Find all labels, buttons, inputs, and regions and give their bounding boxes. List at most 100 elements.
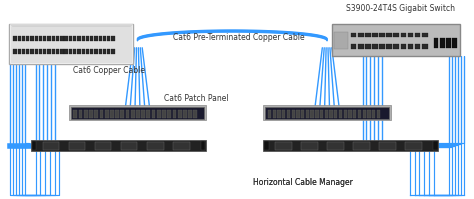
Bar bbox=[47, 36, 51, 41]
Bar bbox=[35, 36, 38, 41]
Bar bbox=[401, 33, 406, 37]
Bar bbox=[408, 33, 413, 37]
Bar bbox=[100, 110, 103, 118]
Bar bbox=[103, 36, 106, 41]
Bar bbox=[47, 49, 51, 54]
Bar bbox=[334, 110, 337, 118]
Bar bbox=[422, 33, 428, 37]
Bar bbox=[94, 49, 98, 54]
Bar bbox=[94, 110, 98, 118]
Bar bbox=[86, 49, 89, 54]
Bar bbox=[264, 141, 269, 150]
Bar bbox=[73, 110, 77, 118]
Bar bbox=[26, 49, 29, 54]
Bar bbox=[147, 142, 164, 150]
Bar bbox=[56, 49, 59, 54]
Bar bbox=[393, 44, 399, 49]
Bar bbox=[52, 36, 55, 41]
Bar bbox=[82, 36, 85, 41]
Bar bbox=[18, 36, 21, 41]
Bar bbox=[327, 142, 344, 150]
Bar bbox=[22, 36, 25, 41]
Bar bbox=[363, 110, 366, 118]
Bar bbox=[30, 36, 34, 41]
Bar bbox=[13, 36, 17, 41]
Bar bbox=[84, 110, 88, 118]
Bar bbox=[90, 36, 93, 41]
Bar bbox=[73, 36, 76, 41]
Bar bbox=[64, 49, 68, 54]
Bar bbox=[115, 110, 119, 118]
Bar bbox=[393, 33, 399, 37]
Bar bbox=[353, 110, 356, 118]
Bar bbox=[433, 141, 438, 150]
Bar bbox=[30, 49, 34, 54]
Bar bbox=[71, 107, 204, 119]
Bar bbox=[86, 36, 89, 41]
Bar bbox=[446, 38, 451, 48]
Bar bbox=[60, 36, 64, 41]
Bar bbox=[77, 49, 81, 54]
Bar bbox=[334, 32, 348, 49]
Bar bbox=[56, 36, 59, 41]
Bar bbox=[43, 49, 46, 54]
Bar bbox=[32, 141, 36, 150]
Bar bbox=[372, 33, 378, 37]
Bar bbox=[126, 110, 129, 118]
Bar bbox=[13, 49, 17, 54]
Bar bbox=[77, 36, 81, 41]
Bar bbox=[69, 49, 72, 54]
Bar bbox=[348, 110, 352, 118]
Bar bbox=[99, 49, 102, 54]
Bar bbox=[10, 24, 132, 63]
Bar bbox=[440, 38, 445, 48]
Bar bbox=[22, 49, 25, 54]
Bar bbox=[377, 110, 380, 118]
Bar bbox=[152, 110, 155, 118]
Bar bbox=[167, 110, 171, 118]
Bar bbox=[173, 110, 176, 118]
Bar bbox=[358, 44, 364, 49]
Bar bbox=[351, 44, 356, 49]
Bar bbox=[301, 110, 304, 118]
Bar bbox=[351, 33, 356, 37]
Bar bbox=[146, 110, 150, 118]
Bar bbox=[292, 110, 295, 118]
Bar bbox=[358, 33, 364, 37]
Bar bbox=[282, 110, 285, 118]
Bar bbox=[111, 49, 115, 54]
Bar bbox=[18, 49, 21, 54]
Bar bbox=[332, 24, 460, 56]
Bar bbox=[110, 110, 114, 118]
Bar bbox=[103, 49, 106, 54]
Bar bbox=[379, 33, 385, 37]
Bar bbox=[275, 142, 292, 150]
Bar bbox=[39, 49, 42, 54]
Text: Horizontal Cable Manager: Horizontal Cable Manager bbox=[254, 178, 353, 187]
Bar bbox=[157, 110, 161, 118]
Text: S3900-24T4S Gigabit Switch: S3900-24T4S Gigabit Switch bbox=[346, 4, 455, 14]
Bar bbox=[408, 44, 413, 49]
Bar bbox=[201, 141, 205, 150]
Bar bbox=[173, 142, 190, 150]
Bar bbox=[52, 49, 55, 54]
Bar bbox=[296, 110, 300, 118]
Bar bbox=[372, 110, 375, 118]
Bar bbox=[415, 44, 420, 49]
Bar bbox=[193, 110, 197, 118]
Bar bbox=[358, 110, 361, 118]
Bar bbox=[365, 33, 371, 37]
Bar bbox=[183, 110, 187, 118]
Bar bbox=[64, 36, 68, 41]
Bar bbox=[379, 142, 396, 150]
Text: Cat6 Copper Cable: Cat6 Copper Cable bbox=[73, 66, 146, 75]
Bar bbox=[325, 110, 328, 118]
Text: Cat6 Patch Panel: Cat6 Patch Panel bbox=[164, 94, 228, 103]
Bar bbox=[131, 110, 135, 118]
Bar bbox=[162, 110, 166, 118]
Bar bbox=[178, 110, 182, 118]
Bar bbox=[379, 44, 385, 49]
Bar bbox=[60, 49, 64, 54]
Bar bbox=[43, 142, 59, 150]
Bar bbox=[26, 36, 29, 41]
